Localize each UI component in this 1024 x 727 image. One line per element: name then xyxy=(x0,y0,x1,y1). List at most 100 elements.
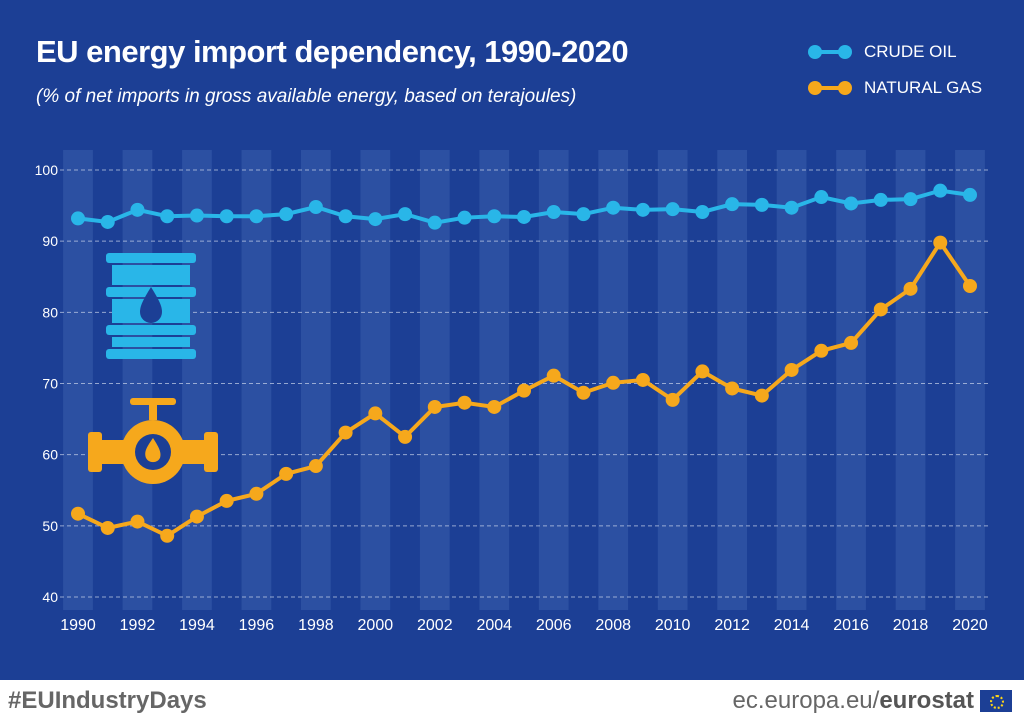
x-tick-label: 2014 xyxy=(774,617,810,634)
data-point xyxy=(873,192,888,207)
data-point xyxy=(606,375,621,390)
website-link[interactable]: ec.europa.eu/eurostat xyxy=(733,687,974,715)
data-point xyxy=(695,204,710,219)
data-point xyxy=(130,514,145,529)
data-point xyxy=(784,362,799,377)
brand: eurostat xyxy=(879,687,974,714)
year-stripe xyxy=(63,150,93,610)
data-point xyxy=(665,202,680,217)
data-point xyxy=(933,235,948,250)
data-point xyxy=(338,425,353,440)
data-point xyxy=(963,279,977,294)
y-tick-label: 80 xyxy=(42,304,58,320)
year-stripe xyxy=(301,150,331,610)
legend-crude-oil: CRUDE OIL xyxy=(808,42,957,62)
data-point xyxy=(160,209,175,224)
y-tick-label: 50 xyxy=(42,518,58,534)
year-stripe xyxy=(717,150,747,610)
data-point xyxy=(219,209,234,224)
data-point xyxy=(784,200,799,215)
x-tick-label: 2006 xyxy=(536,617,572,634)
x-tick-label: 2000 xyxy=(358,617,394,634)
data-point xyxy=(754,197,769,212)
x-tick-label: 2008 xyxy=(595,617,631,634)
data-point xyxy=(160,528,175,543)
data-point xyxy=(725,381,740,396)
data-point xyxy=(517,209,531,224)
data-point xyxy=(219,493,234,508)
hashtag[interactable]: #EUIndustryDays xyxy=(8,687,207,714)
legend-natural-gas: NATURAL GAS xyxy=(808,78,982,98)
site-url: ec.europa.eu/ xyxy=(732,687,880,714)
y-tick-label: 100 xyxy=(35,162,59,178)
x-tick-label: 1990 xyxy=(60,617,96,634)
x-tick-label: 2016 xyxy=(833,617,869,634)
year-stripe xyxy=(836,150,866,610)
x-tick-label: 2020 xyxy=(952,617,988,634)
x-tick-label: 1998 xyxy=(298,617,334,634)
data-point xyxy=(635,372,650,387)
y-tick-label: 40 xyxy=(42,589,58,605)
x-tick-label: 1994 xyxy=(179,617,215,634)
y-tick-label: 60 xyxy=(42,447,58,463)
chart-title: EU energy import dependency, 1990-2020 xyxy=(36,34,629,69)
y-tick-label: 70 xyxy=(42,376,58,392)
data-point xyxy=(814,190,829,205)
data-point xyxy=(903,281,918,296)
oil-barrel-icon xyxy=(106,253,196,359)
data-point xyxy=(100,214,115,229)
data-point xyxy=(249,209,264,224)
data-point xyxy=(576,207,591,222)
year-stripe xyxy=(241,150,272,610)
data-point xyxy=(487,209,502,224)
data-point xyxy=(606,200,621,215)
x-tick-label: 2018 xyxy=(893,617,929,634)
data-point xyxy=(189,208,204,223)
year-stripe xyxy=(182,150,212,610)
legend-label: CRUDE OIL xyxy=(864,42,957,61)
year-stripe xyxy=(955,150,985,610)
chart-subtitle: (% of net imports in gross available ene… xyxy=(36,86,577,107)
data-point xyxy=(457,210,472,225)
data-point xyxy=(368,212,383,227)
data-point xyxy=(963,187,977,202)
data-point xyxy=(427,215,442,230)
data-point xyxy=(903,192,918,207)
year-stripe xyxy=(479,150,510,610)
data-point xyxy=(189,509,204,524)
data-point xyxy=(725,197,740,212)
data-point xyxy=(546,368,561,383)
data-point xyxy=(546,204,561,219)
data-point xyxy=(814,343,829,358)
data-point xyxy=(279,207,294,222)
data-point xyxy=(71,506,85,521)
data-point xyxy=(457,395,472,410)
data-point xyxy=(308,459,323,474)
data-point xyxy=(576,385,591,400)
x-tick-label: 1992 xyxy=(120,617,156,634)
x-tick-label: 2004 xyxy=(476,617,512,634)
year-stripe xyxy=(657,150,688,610)
data-point xyxy=(279,466,294,481)
data-point xyxy=(427,399,442,414)
year-stripe xyxy=(895,150,926,610)
data-point xyxy=(249,486,264,501)
data-point xyxy=(338,209,353,224)
x-tick-label: 2010 xyxy=(655,617,691,634)
eu-flag-icon xyxy=(980,690,1012,712)
legend-marker-crude-oil xyxy=(808,45,852,59)
data-point xyxy=(844,335,859,350)
year-stripe xyxy=(122,150,153,610)
data-point xyxy=(754,388,769,403)
data-point xyxy=(665,392,680,407)
data-point xyxy=(844,196,859,211)
data-point xyxy=(695,364,710,379)
data-point xyxy=(873,302,888,317)
data-point xyxy=(308,200,323,215)
data-point xyxy=(635,202,650,217)
data-point xyxy=(100,520,115,535)
data-point xyxy=(368,406,383,421)
data-point xyxy=(398,207,413,222)
data-point xyxy=(933,183,948,198)
data-point xyxy=(71,211,85,226)
